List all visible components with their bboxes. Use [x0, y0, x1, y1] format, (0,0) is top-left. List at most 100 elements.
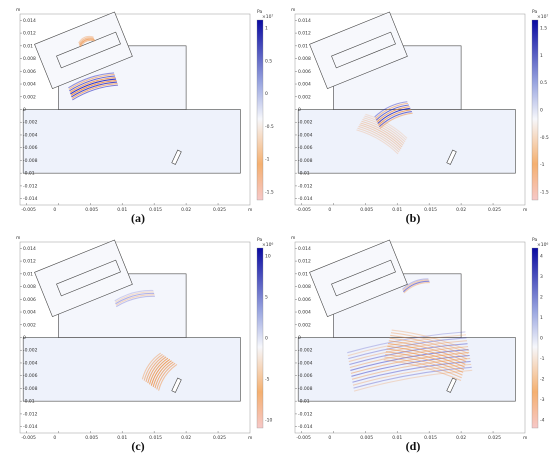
y-tick-label: 0.002	[23, 94, 36, 100]
wave-front	[384, 356, 462, 379]
colorbar-tick-label: -0.5	[540, 135, 549, 141]
y-tick-label: -0.012	[23, 183, 38, 189]
colorbar-tick-label: -5	[265, 377, 270, 383]
wave-field	[356, 101, 413, 155]
colorbar-tick-label: 0	[265, 336, 268, 342]
wave-front	[362, 118, 405, 144]
wave-front	[71, 81, 118, 98]
wave-front	[158, 364, 178, 391]
y-tick-label: 0.004	[298, 82, 311, 88]
wave-front	[390, 334, 468, 357]
x-tick-label: 0.02	[456, 207, 466, 213]
colorbar	[531, 19, 539, 201]
y-tick-label: -0.01	[298, 171, 310, 177]
wave-front	[149, 357, 169, 385]
x-unit-label: m	[523, 208, 527, 213]
wave-front	[357, 127, 400, 153]
x-tick-label: 0	[328, 435, 331, 441]
wave-front	[79, 38, 95, 46]
probe-housing	[309, 239, 408, 317]
wave-front	[387, 342, 466, 365]
colorbar-tick-label: 1	[265, 26, 268, 32]
y-tick-label: 0.012	[23, 31, 36, 37]
panel-b: 0.014 0.012 0.01 0.008 0.006 0.004 0.002 0 -0.00…	[275, 0, 550, 228]
wave-front	[68, 73, 115, 90]
x-tick-label: 0.01	[392, 207, 402, 213]
defect-notch	[446, 149, 457, 165]
wave-field	[68, 35, 119, 101]
wave-front	[152, 360, 172, 388]
wave-front	[403, 281, 430, 294]
x-tick-label: 0.015	[424, 207, 437, 213]
y-tick-label: 0.01	[298, 271, 308, 277]
transducer-element	[331, 259, 396, 297]
x-tick-label: 0.02	[456, 435, 466, 441]
wave-front	[78, 37, 95, 45]
y-tick-label: -0.004	[298, 132, 313, 138]
y-tick-label: -0.002	[298, 348, 313, 354]
wave-front	[365, 113, 408, 139]
y-unit-label: m	[16, 236, 20, 241]
x-tick-label: 0.005	[85, 207, 98, 213]
wave-front	[347, 334, 467, 357]
y-tick-label: -0.014	[298, 424, 313, 430]
defect-notch	[446, 377, 457, 393]
x-tick-label: 0.015	[424, 435, 437, 441]
y-unit-label: m	[291, 236, 295, 241]
probe-group	[34, 11, 133, 89]
y-tick-label: -0.014	[23, 424, 38, 430]
y-tick-label: 0.014	[23, 246, 36, 252]
y-tick-label: 0.012	[23, 259, 36, 265]
x-tick-label: 0.015	[149, 207, 162, 213]
y-tick-label: 0.008	[23, 56, 36, 62]
wave-field	[347, 278, 473, 392]
colorbar	[256, 19, 264, 201]
y-tick-label: -0.004	[298, 360, 313, 366]
y-unit-label: m	[16, 8, 20, 13]
x-tick-label: -0.005	[296, 207, 311, 213]
wave-front	[70, 78, 117, 95]
colorbar-unit: Pa	[532, 237, 538, 243]
y-tick-label: 0.014	[298, 18, 311, 24]
probe-housing	[34, 11, 133, 89]
y-tick-label: -0.012	[298, 183, 313, 189]
y-tick-label: -0.008	[23, 158, 38, 164]
wave-front	[147, 356, 167, 384]
wave-front	[72, 84, 119, 101]
colorbar-tick-label: 0	[265, 91, 268, 97]
wave-field	[114, 289, 178, 391]
x-tick-label: 0.02	[181, 207, 191, 213]
wave-front	[68, 72, 115, 89]
wave-front	[379, 112, 413, 129]
wave-front	[352, 363, 472, 386]
x-tick-label: 0.025	[488, 207, 501, 213]
wave-front	[359, 124, 402, 150]
wave-front	[154, 361, 174, 389]
probe-group	[34, 239, 133, 317]
colorbar-tick-label: -10	[265, 418, 272, 424]
colorbar-scale: ×10⁷	[262, 14, 273, 20]
wave-front	[385, 351, 464, 373]
y-tick-label: 0.008	[298, 284, 311, 290]
substrate-region	[297, 337, 516, 402]
wave-front	[114, 289, 154, 302]
x-unit-label: m	[523, 436, 527, 441]
y-tick-label: -0.01	[23, 399, 35, 405]
x-tick-label: -0.005	[296, 435, 311, 441]
panel-c: 0.014 0.012 0.01 0.008 0.006 0.004 0.002 0 -0.00…	[0, 228, 275, 456]
y-tick-label: -0.014	[23, 196, 38, 202]
colorbar-scale: ×10⁶	[537, 242, 548, 248]
y-tick-label: -0.008	[298, 158, 313, 164]
colorbar-tick-label: 4	[540, 254, 543, 260]
wave-front	[374, 101, 408, 118]
colorbar-tick-label: -3	[540, 397, 545, 403]
colorbar-tick-label: 0	[540, 336, 543, 342]
defect-notch	[171, 377, 182, 393]
y-tick-label: 0.002	[298, 94, 311, 100]
transducer-element	[331, 31, 396, 69]
colorbar-tick-label: 2	[540, 295, 543, 301]
x-tick-label: 0.01	[117, 435, 127, 441]
y-tick-label: -0.002	[298, 120, 313, 126]
probe-housing	[34, 239, 133, 317]
wave-front	[71, 83, 118, 99]
